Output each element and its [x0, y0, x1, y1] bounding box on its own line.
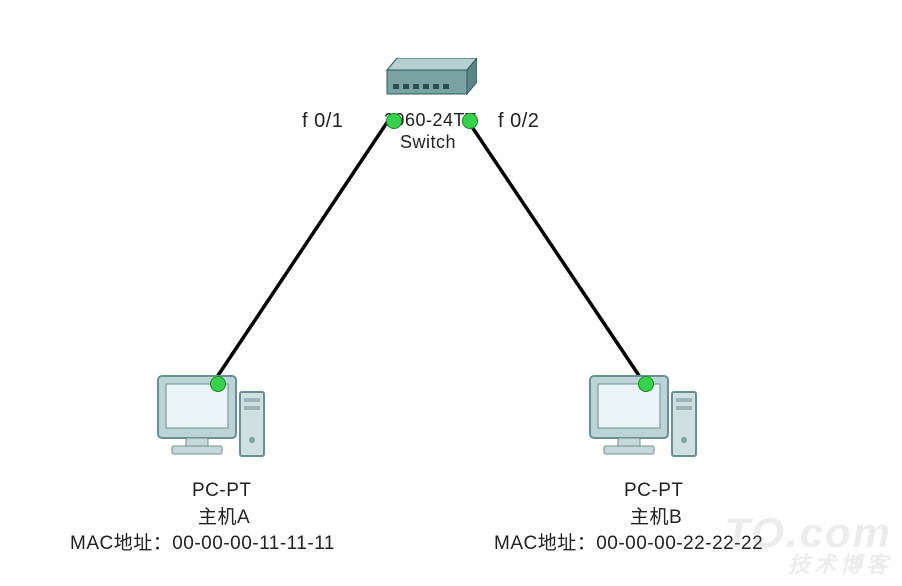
switch-name-label: Switch — [400, 132, 456, 153]
port-right-label: f 0/2 — [498, 110, 539, 133]
link-dot-pcA — [210, 376, 226, 392]
link-dot-pcB — [638, 376, 654, 392]
watermark-sub: 技术博客 — [724, 554, 892, 576]
switch-device[interactable] — [377, 58, 477, 98]
pc-a-name-label: 主机A — [198, 502, 250, 529]
link-dot-switch-left — [386, 113, 402, 129]
pc-a-mac-label: MAC地址：00-00-00-11-11-11 — [70, 528, 335, 555]
pc-b-name-label: 主机B — [630, 502, 682, 529]
pc-b-mac-label: MAC地址：00-00-00-22-22-22 — [494, 528, 763, 555]
pc-a-type-label: PC-PT — [192, 480, 252, 502]
topology-canvas: 2960-24TT Switch f 0/1 f 0/2 PC-PT 主机A M… — [0, 0, 902, 586]
port-left-label: f 0/1 — [302, 110, 343, 133]
link-dot-switch-right — [462, 113, 478, 129]
pc-b-type-label: PC-PT — [624, 480, 684, 502]
